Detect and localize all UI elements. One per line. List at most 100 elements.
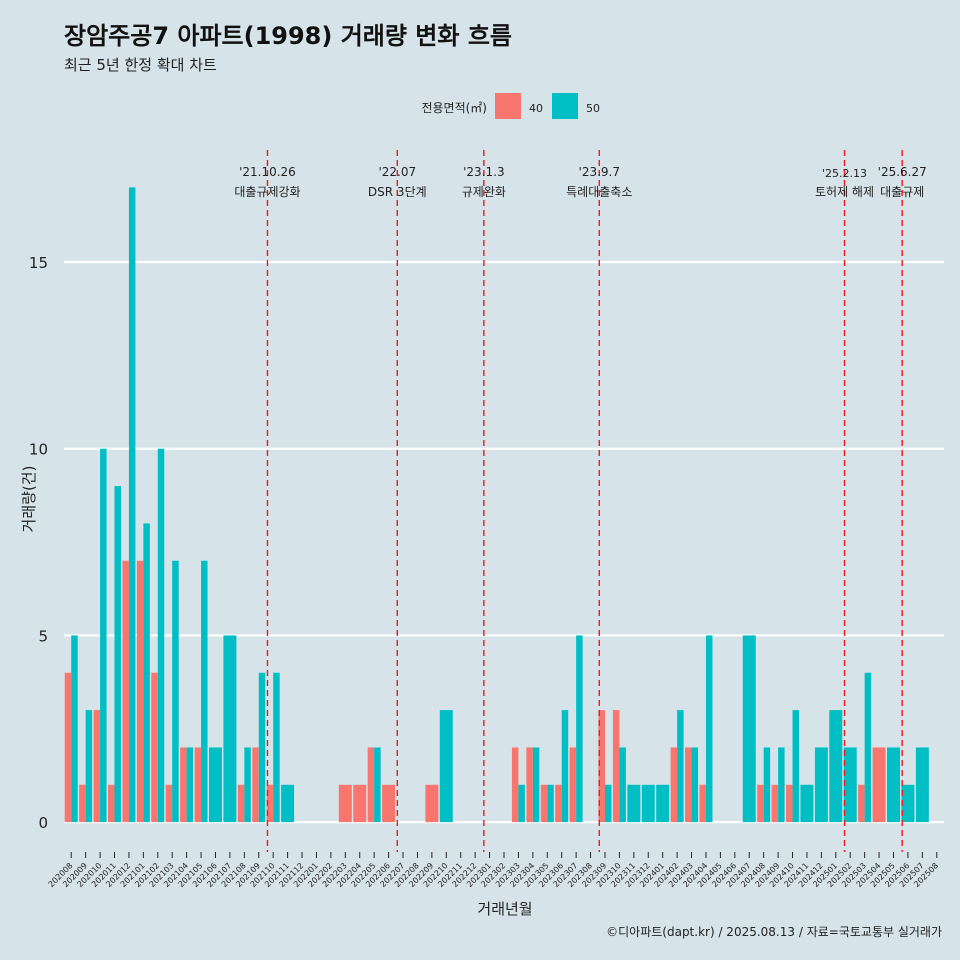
bar-50-202008 [71, 635, 78, 823]
bar-50-202304 [532, 747, 540, 823]
legend-title: 전용면적(㎡) [421, 101, 487, 115]
event-label: 규제완화 [462, 185, 506, 199]
bar-50-202110 [273, 672, 280, 823]
bar-50-202109 [258, 672, 266, 823]
event-date: '21.10.26 [239, 165, 296, 179]
bar-40-202101 [136, 560, 144, 823]
bar-50-202403 [691, 747, 699, 823]
bar-40-202105 [194, 747, 202, 823]
event-date: '23.1.3 [463, 165, 504, 179]
bar-50-202503 [864, 672, 872, 823]
bar-40-202010 [93, 710, 101, 823]
bar-50-202402 [677, 710, 684, 823]
bar-50-202410 [792, 710, 800, 823]
legend-swatch-40 [495, 93, 521, 119]
event-date: '25.6.27 [878, 165, 927, 179]
event-annotations: '21.10.26 대출규제강화 '22.07 DSR 3단계 '23.1.3 규제완화 '… [234, 150, 927, 852]
caption: ©디아파트(dapt.kr) / 2025.08.13 / 자료=국토교통부 실… [606, 925, 942, 939]
bar-40-202203 [338, 784, 352, 823]
y-tick-label: 15 [29, 254, 48, 272]
bar-50-202505 [887, 747, 900, 823]
bar-40-202102 [151, 672, 158, 823]
bar-50-202407 [742, 635, 756, 823]
bar-50-202111 [281, 784, 295, 823]
bar-40-202110 [266, 784, 274, 823]
bar-50-202506 [901, 784, 915, 823]
bar-50-202210 [439, 710, 453, 823]
bar-40-202305 [540, 784, 548, 823]
bar-50-202305 [547, 784, 554, 823]
bar-50-202205 [374, 747, 381, 823]
legend: 전용면적(㎡) 40 50 [421, 93, 600, 119]
bar-40-202103 [165, 784, 173, 823]
bar-50-202409 [778, 747, 785, 823]
bar-40-202304 [526, 747, 533, 823]
bar-50-202009 [85, 710, 93, 823]
x-axis-label: 거래년월 [477, 900, 532, 918]
bar-50-202303 [518, 784, 525, 823]
bar-40-202108 [237, 784, 245, 823]
bar-40-202307 [569, 747, 577, 823]
event-date: '22.07 [378, 165, 416, 179]
bar-40-202503 [858, 784, 865, 823]
gridlines [64, 260, 944, 824]
bar-50-202306 [561, 710, 569, 823]
event-date: '23.9.7 [579, 165, 620, 179]
bar-50-202010 [100, 448, 107, 823]
bar-40-202310 [612, 710, 620, 823]
bar-40-202402 [670, 747, 678, 823]
bar-40-202008 [64, 672, 72, 823]
bar-40-202409 [771, 784, 779, 823]
y-axis-label: 거래량(건) [20, 466, 38, 533]
bar-40-202309 [598, 710, 605, 823]
bar-40-202306 [555, 784, 562, 823]
bar-50-202507 [915, 747, 929, 823]
bar-50-202411 [800, 784, 814, 823]
bar-40-202206 [382, 784, 396, 823]
bar-50-202102 [157, 448, 165, 823]
bar-50-202408 [763, 747, 771, 823]
bar-50-202401 [656, 784, 670, 823]
y-tick-label: 10 [29, 441, 48, 459]
event-label: DSR 3단계 [368, 185, 427, 199]
y-tick-label: 5 [38, 627, 48, 645]
bar-50-202307 [576, 635, 583, 823]
bar-40-202009 [79, 784, 86, 823]
event-label: 특례대출축소 [566, 185, 632, 199]
bar-50-202311 [627, 784, 641, 823]
event-date: '25.2.13 [822, 167, 867, 180]
bar-50-202103 [172, 560, 179, 823]
plot-area: '21.10.26 대출규제강화 '22.07 DSR 3단계 '23.1.3 규제완화 '… [29, 150, 944, 889]
y-tick-label: 0 [38, 814, 48, 832]
chart-subtitle: 최근 5년 한정 확대 차트 [64, 56, 217, 74]
bar-50-202104 [186, 747, 194, 823]
legend-label-50: 50 [586, 102, 600, 115]
bar-40-202205 [367, 747, 375, 823]
bar-40-202504 [872, 747, 886, 823]
legend-swatch-50 [552, 93, 578, 119]
bar-40-202012 [122, 560, 129, 823]
bar-40-202404 [699, 784, 706, 823]
bar-50-202310 [619, 747, 626, 823]
y-axis: 0 5 10 15 [29, 254, 48, 832]
x-axis: 2020082020092020102020112020122021012021… [47, 852, 940, 889]
bar-50-202404 [705, 635, 713, 823]
event-label: 대출규제 [880, 185, 924, 199]
bar-40-202109 [252, 747, 259, 823]
bar-50-202107 [223, 635, 237, 823]
bar-40-202303 [511, 747, 519, 823]
bar-40-202011 [108, 784, 115, 823]
bar-50-202501 [829, 710, 843, 823]
bar-40-202408 [757, 784, 764, 823]
bar-40-202209 [425, 784, 439, 823]
chart-title: 장암주공7 아파트(1998) 거래량 변화 흐름 [64, 22, 512, 50]
bar-50-202502 [843, 747, 857, 823]
bar-50-202108 [244, 747, 251, 823]
event-label: 대출규제강화 [234, 185, 300, 199]
bar-50-202106 [208, 747, 222, 823]
bar-50-202309 [604, 784, 612, 823]
bar-50-202012 [128, 187, 136, 823]
bar-40-202104 [180, 747, 187, 823]
bar-50-202412 [814, 747, 828, 823]
